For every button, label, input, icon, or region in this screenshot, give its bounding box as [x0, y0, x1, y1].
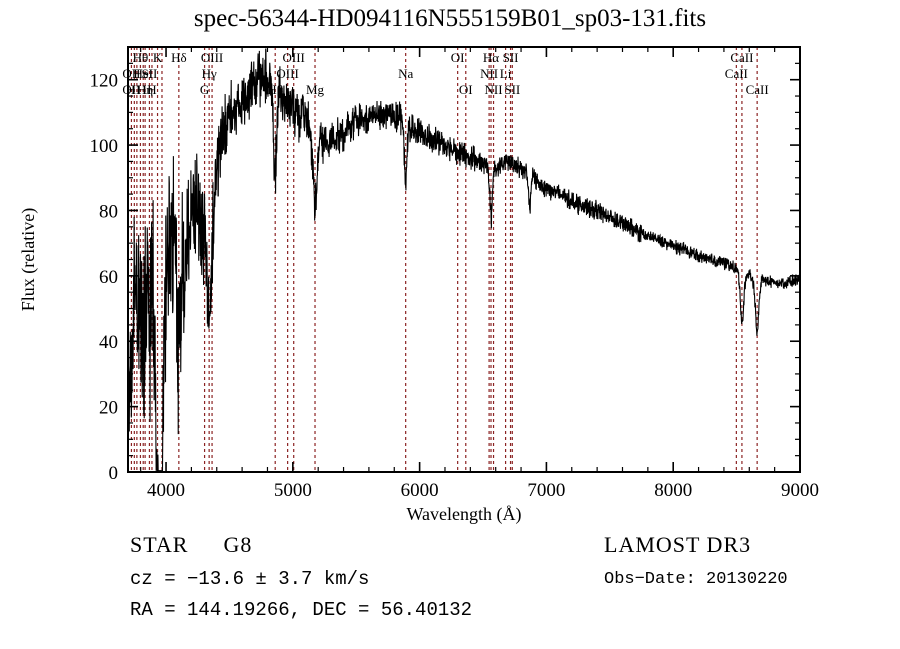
object-type: STAR — [130, 532, 189, 557]
line-label-K: K — [153, 50, 163, 65]
line-label-H11: H11 — [126, 82, 148, 97]
y-tick-label: 40 — [99, 332, 118, 353]
y-tick-label: 120 — [90, 71, 119, 92]
line-label-H: H — [147, 82, 156, 97]
x-tick-label: 5000 — [274, 480, 312, 501]
x-tick-label: 6000 — [401, 480, 439, 501]
x-tick-label: 8000 — [654, 480, 692, 501]
coordinates-value: RA = 144.19266, DEC = 56.40132 — [130, 599, 473, 621]
line-label-Na: Na — [398, 66, 413, 81]
y-tick-label: 20 — [99, 398, 118, 419]
metadata-left: STAR G8 cz = −13.6 ± 3.7 km/s RA = 144.1… — [130, 532, 472, 621]
line-label-CaII: CaII — [725, 66, 748, 81]
spectral-class: G8 — [223, 532, 253, 557]
line-label-Hα: Hα — [483, 50, 499, 65]
cz-value: cz = −13.6 ± 3.7 km/s — [130, 568, 370, 590]
y-tick-label: 100 — [90, 136, 119, 157]
line-label-OIII: OIII — [201, 50, 223, 65]
x-tick-label: 4000 — [147, 480, 185, 501]
line-label-Hδ: Hδ — [171, 50, 187, 65]
line-label-Hη: Hη — [137, 82, 153, 97]
y-tick-label: 80 — [99, 201, 118, 222]
line-label-CaII: CaII — [746, 82, 769, 97]
line-label-Hθ: Hθ — [133, 50, 149, 65]
line-label-SII: SII — [503, 50, 519, 65]
line-label-Mg: Mg — [306, 82, 325, 97]
line-label-SII: SII — [504, 82, 520, 97]
metadata-right: LAMOST DR3 Obs−Date: 20130220 — [604, 532, 788, 589]
x-axis-label: Wavelength (Å) — [406, 504, 521, 525]
spectrum-trace — [127, 48, 801, 472]
line-label-G: G — [200, 82, 209, 97]
line-label-OI: OI — [459, 82, 473, 97]
object-class-row: STAR G8 — [130, 532, 472, 558]
line-label-OII: OII — [122, 66, 140, 81]
line-label-NII: NII — [485, 82, 503, 97]
line-label-SII: SII — [141, 66, 157, 81]
line-label-OIII: OIII — [283, 50, 305, 65]
line-label-Hγ: Hγ — [202, 66, 217, 81]
y-tick-label: 60 — [99, 267, 118, 288]
observation-date: Obs−Date: 20130220 — [604, 570, 788, 589]
line-label-OIII: OIII — [276, 66, 298, 81]
x-tick-label: 9000 — [781, 480, 819, 501]
line-label-Hβ: Hβ — [267, 82, 283, 97]
x-tick-label: 7000 — [527, 480, 565, 501]
survey-name: LAMOST DR3 — [604, 532, 752, 557]
y-axis-label: Flux (relative) — [18, 208, 39, 311]
page-title: spec-56344-HD094116N555159B01_sp03-131.f… — [193, 5, 707, 32]
line-label-HeI: HeI — [133, 66, 153, 81]
line-label-NII: NII — [480, 66, 498, 81]
line-label-OI: OI — [451, 50, 465, 65]
line-label-OII: OII — [122, 82, 140, 97]
line-label-CaII: CaII — [730, 50, 753, 65]
y-tick-label: 0 — [109, 463, 119, 484]
line-label-Li: Li — [500, 66, 512, 81]
axis-ticks: 4000 5000 6000 7000 8000 9000 0 20 40 60 80 100 120 — [90, 47, 819, 501]
